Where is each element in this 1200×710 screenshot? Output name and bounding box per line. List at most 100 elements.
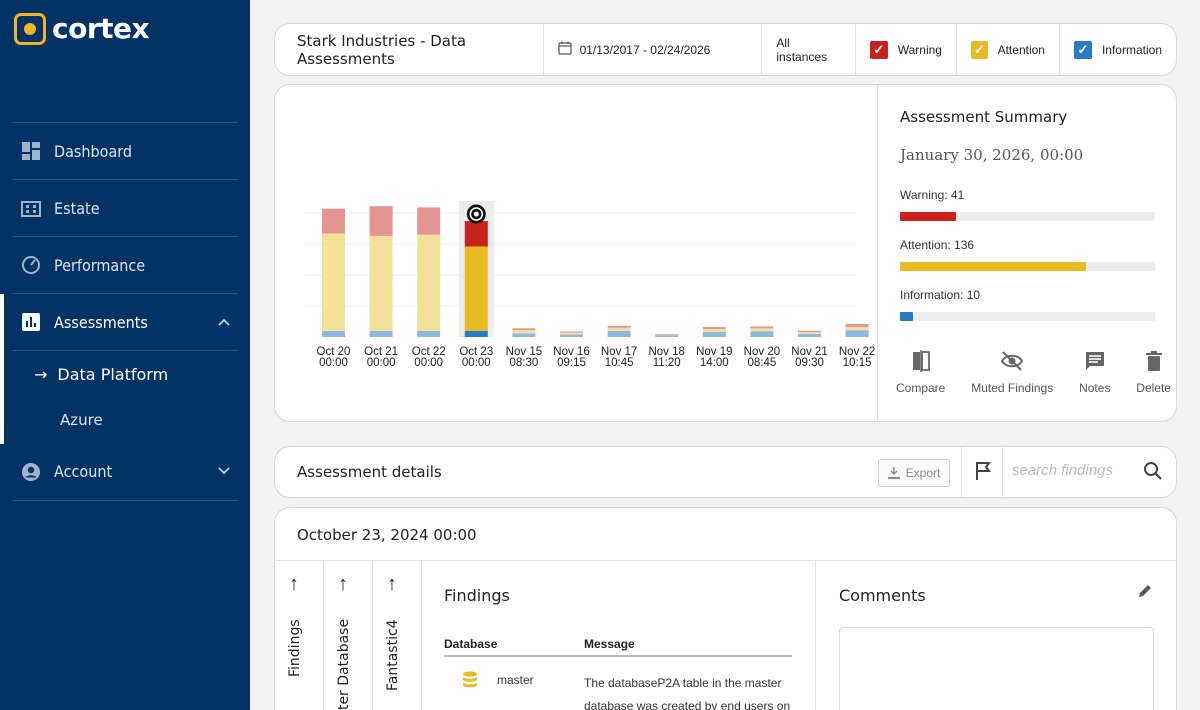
- assessment-details-bar: Assessment details Export: [274, 446, 1177, 498]
- arrow-up-icon[interactable]: ↑: [338, 573, 348, 595]
- x-tick-label: Nov 22: [839, 346, 875, 358]
- bar-segment-attention[interactable]: [464, 246, 488, 331]
- bar-segment-warning[interactable]: [750, 326, 774, 329]
- information-bar-track: [900, 312, 1155, 321]
- bar-segment-attention[interactable]: [417, 234, 441, 331]
- bar-segment-warning[interactable]: [464, 221, 488, 247]
- bar-segment-warning[interactable]: [417, 207, 441, 235]
- selected-marker-ring: [469, 207, 484, 221]
- breadcrumb-column-findings[interactable]: ↑ Findings: [275, 561, 324, 710]
- database-icon: [462, 671, 478, 692]
- bar-segment-warning[interactable]: [322, 208, 345, 234]
- breadcrumb-column-instance[interactable]: ↑ Fantastic4: [373, 561, 422, 710]
- bar-segment-information[interactable]: [369, 330, 393, 337]
- bar-segment-information[interactable]: [512, 333, 536, 337]
- x-tick-label: 00:00: [462, 357, 491, 369]
- brand-name: cortex: [52, 12, 150, 45]
- bar-segment-information[interactable]: [417, 330, 441, 337]
- nav-item-estate[interactable]: Estate: [12, 179, 238, 236]
- delete-button[interactable]: Delete: [1136, 349, 1171, 395]
- bar-segment-attention[interactable]: [560, 332, 583, 335]
- notes-button[interactable]: Notes: [1079, 349, 1110, 395]
- attention-checkbox[interactable]: ✓: [970, 40, 988, 59]
- bar-segment-warning[interactable]: [798, 330, 821, 333]
- bar-segment-attention[interactable]: [369, 235, 393, 331]
- information-filter[interactable]: ✓ Information: [1060, 24, 1176, 75]
- nav-item-account[interactable]: Account: [12, 443, 238, 500]
- bar-segment-warning[interactable]: [369, 206, 393, 236]
- arrow-up-icon[interactable]: ↑: [387, 573, 397, 595]
- export-label: Export: [905, 466, 941, 480]
- sidebar: cortex Dashboard Estate Performance As: [0, 0, 250, 710]
- bar-segment-attention[interactable]: [322, 233, 345, 331]
- warning-filter[interactable]: ✓ Warning: [856, 24, 957, 75]
- x-tick-label: 09:15: [557, 357, 586, 369]
- building-icon: [20, 197, 42, 219]
- bar-segment-warning[interactable]: [655, 333, 679, 335]
- bar-segment-attention[interactable]: [702, 328, 726, 333]
- bar-segment-attention[interactable]: [750, 328, 774, 332]
- nav-item-assessments[interactable]: Assessments: [12, 293, 238, 350]
- arrow-up-icon[interactable]: ↑: [289, 573, 299, 595]
- breadcrumb-column-database[interactable]: ↑ Master Database: [324, 561, 373, 710]
- gauge-icon: [20, 254, 42, 276]
- chevron-down-icon[interactable]: [218, 463, 230, 479]
- bar-segment-information[interactable]: [845, 330, 869, 337]
- brand-logo[interactable]: cortex: [14, 12, 150, 45]
- bar-segment-information[interactable]: [607, 330, 631, 337]
- x-tick-label: Oct 21: [364, 346, 398, 358]
- bar-segment-warning[interactable]: [607, 325, 631, 328]
- bar-segment-attention[interactable]: [512, 330, 536, 334]
- bar-segment-attention[interactable]: [798, 332, 821, 334]
- flag-icon[interactable]: [975, 461, 993, 486]
- export-button[interactable]: Export: [878, 459, 950, 487]
- search-icon[interactable]: [1143, 461, 1163, 486]
- x-tick-label: 11:20: [653, 357, 681, 369]
- divider: [961, 447, 962, 497]
- x-tick-label: Oct 23: [459, 346, 493, 358]
- bar-segment-information[interactable]: [750, 331, 774, 337]
- x-tick-label: Nov 21: [791, 346, 827, 358]
- comments-textbox[interactable]: [839, 627, 1154, 710]
- attention-filter[interactable]: ✓ Attention: [957, 24, 1060, 75]
- column-header-database[interactable]: Database: [444, 637, 498, 651]
- instances-filter[interactable]: All instances: [762, 24, 856, 75]
- bar-segment-warning[interactable]: [845, 323, 869, 328]
- muted-findings-button[interactable]: Muted Findings: [971, 349, 1053, 395]
- nav-subitem-data-platform[interactable]: → Data Platform: [12, 351, 238, 397]
- trash-icon: [1145, 351, 1162, 371]
- nav-label-performance: Performance: [54, 255, 146, 275]
- bar-segment-attention[interactable]: [845, 327, 869, 331]
- warning-checkbox[interactable]: ✓: [869, 40, 888, 59]
- chevron-up-icon[interactable]: [218, 314, 230, 330]
- breadcrumb-instance: Fantastic4: [385, 619, 401, 691]
- bar-segment-warning[interactable]: [702, 327, 726, 329]
- bar-segment-warning[interactable]: [560, 331, 583, 333]
- bar-segment-attention[interactable]: [655, 334, 679, 336]
- bar-segment-information[interactable]: [798, 333, 821, 337]
- bar-segment-information[interactable]: [322, 330, 345, 337]
- x-tick-label: Nov 20: [744, 346, 780, 358]
- bar-segment-information[interactable]: [560, 334, 583, 337]
- nav-label-account: Account: [54, 462, 113, 481]
- user-icon: [20, 461, 42, 483]
- nav-item-performance[interactable]: Performance: [12, 236, 238, 293]
- compare-button[interactable]: Compare: [896, 349, 945, 395]
- search-findings-input[interactable]: [1012, 462, 1132, 479]
- bar-segment-warning[interactable]: [512, 328, 536, 331]
- assessment-summary: Assessment Summary January 30, 2026, 00:…: [878, 85, 1178, 423]
- column-header-message[interactable]: Message: [584, 637, 635, 651]
- bar-segment-information[interactable]: [464, 330, 488, 337]
- bar-segment-attention[interactable]: [607, 327, 631, 331]
- information-checkbox[interactable]: ✓: [1073, 40, 1092, 59]
- bar-segment-information[interactable]: [655, 335, 679, 337]
- date-range-picker[interactable]: 01/13/2017 - 02/24/2026: [544, 24, 763, 75]
- nav-subitem-azure[interactable]: Azure: [12, 397, 238, 443]
- notes-label: Notes: [1079, 381, 1111, 395]
- nav-item-dashboard[interactable]: Dashboard: [12, 122, 238, 179]
- breadcrumb-database: Master Database: [336, 619, 352, 710]
- compare-label: Compare: [896, 381, 946, 395]
- pencil-icon[interactable]: [1137, 583, 1153, 604]
- bar-segment-information[interactable]: [702, 332, 726, 337]
